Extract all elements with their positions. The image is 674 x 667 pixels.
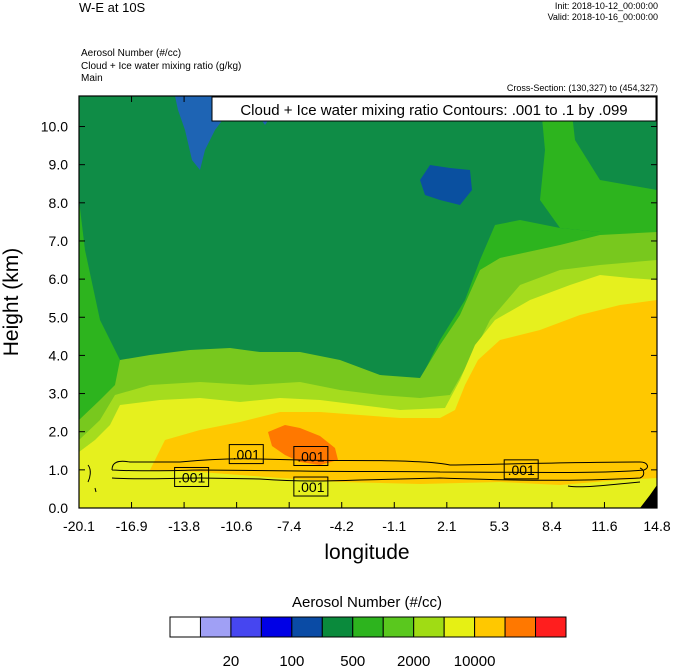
x-axis-label: longitude: [324, 541, 410, 564]
colorbar-swatch: [382, 616, 415, 638]
colorbar-swatch: [169, 616, 201, 638]
x-tick-label: 8.4: [542, 518, 562, 534]
contour-label-box: [503, 459, 539, 480]
x-tick-label: -1.1: [382, 518, 406, 534]
field-blue-right: [420, 165, 472, 205]
plot-title: W-E at 10S: [79, 0, 146, 15]
contour-upper: [111, 458, 648, 473]
field-surface-yellow: [79, 470, 657, 508]
contour-label: .001: [233, 447, 260, 463]
colorbar-swatch: [260, 616, 293, 638]
x-tick-label: 11.6: [591, 518, 617, 534]
x-tick-label: -13.8: [168, 518, 200, 534]
valid-time: Valid: 2018-10-16_00:00:00: [547, 12, 658, 22]
colorbar-swatch: [413, 616, 445, 638]
colorbar-swatch: [199, 616, 232, 638]
heatmap-field: [79, 96, 657, 508]
field-orange: [268, 425, 338, 465]
colorbar-swatch: [230, 616, 262, 638]
y-tick-label: 3.0: [49, 386, 69, 402]
colorbar-tick-label: 10000: [454, 653, 496, 667]
y-tick-label: 8.0: [49, 195, 69, 211]
field-black-corner: [640, 485, 657, 508]
y-tick-label: 10.0: [41, 119, 68, 135]
field-green-right: [540, 96, 657, 232]
x-tick-label: -20.1: [63, 518, 95, 534]
contour-label: .001: [297, 449, 324, 465]
field-gold: [150, 300, 657, 508]
y-axis: 0.0 1.0 2.0 3.0 4.0 5.0 6.0 7.0 8.0 9.0 10.0: [41, 119, 657, 516]
x-tick-label: 5.3: [490, 518, 510, 534]
field-dark-green: [79, 96, 657, 382]
x-tick-label: -7.4: [277, 518, 301, 534]
y-tick-label: 7.0: [49, 233, 69, 249]
contour-labels: .001 .001 .001 .001 .001: [174, 444, 539, 497]
colorbar-tick-label: 20: [223, 653, 240, 667]
y-tick-label: 4.0: [49, 347, 69, 363]
field-label-main: Main: [81, 73, 103, 84]
x-tick-label: -4.2: [330, 518, 354, 534]
colorbar-swatch: [504, 616, 537, 638]
colorbar-tick-label: 2000: [397, 653, 430, 667]
y-tick-label: 1.0: [49, 462, 69, 478]
y-tick-label: 0.0: [49, 500, 69, 516]
contour-label: .001: [508, 462, 535, 478]
contour-info-text: Cloud + Ice water mixing ratio Contours:…: [240, 102, 627, 119]
contour-right: [567, 481, 641, 488]
y-tick-label: 6.0: [49, 271, 69, 287]
x-tick-label: 2.1: [437, 518, 457, 534]
colorbar-swatch: [474, 616, 506, 638]
contour-label-box: [174, 466, 210, 487]
x-axis: -20.1 -16.9 -13.8 -10.6 -7.4 -4.2 -1.1 2.1 5.3 8.…: [63, 96, 671, 534]
field-label-cloud-ice: Cloud + Ice water mixing ratio (g/kg): [81, 61, 242, 72]
contour-label: .001: [297, 479, 324, 495]
y-tick-label: 5.0: [49, 309, 69, 325]
colorbar-title: Aerosol Number (#/cc): [291, 594, 443, 611]
cross-section-label: Cross-Section: (130,327) to (454,327): [506, 83, 658, 93]
contours: [87, 458, 648, 493]
field-label-aerosol: Aerosol Number (#/cc): [81, 48, 182, 59]
contour-lower: [111, 467, 645, 482]
colorbar-tick-label: 500: [340, 653, 365, 667]
init-time: Init: 2018-10-12_00:00:00: [554, 1, 658, 11]
x-tick-label: -10.6: [221, 518, 253, 534]
y-tick-label: 2.0: [49, 424, 69, 440]
colorbar-swatch: [352, 616, 384, 638]
colorbar: 20 100 500 2000 10000: [169, 616, 567, 667]
colorbar-swatch: [321, 616, 354, 638]
x-tick-label: -16.9: [116, 518, 148, 534]
colorbar-swatch: [535, 616, 567, 638]
contour-label-box: [228, 444, 264, 465]
contour-label-box: [293, 446, 329, 466]
contour-label-box: [293, 476, 329, 497]
colorbar-swatch: [291, 616, 323, 638]
y-tick-label: 9.0: [49, 157, 69, 173]
contour-info-box: [211, 96, 657, 122]
x-tick-label: 14.8: [643, 518, 670, 534]
contour-label: .001: [178, 469, 205, 485]
colorbar-tick-label: 100: [279, 653, 304, 667]
contour-left: [87, 464, 97, 493]
colorbar-swatch: [443, 616, 476, 638]
plot-frame: [78, 95, 658, 509]
